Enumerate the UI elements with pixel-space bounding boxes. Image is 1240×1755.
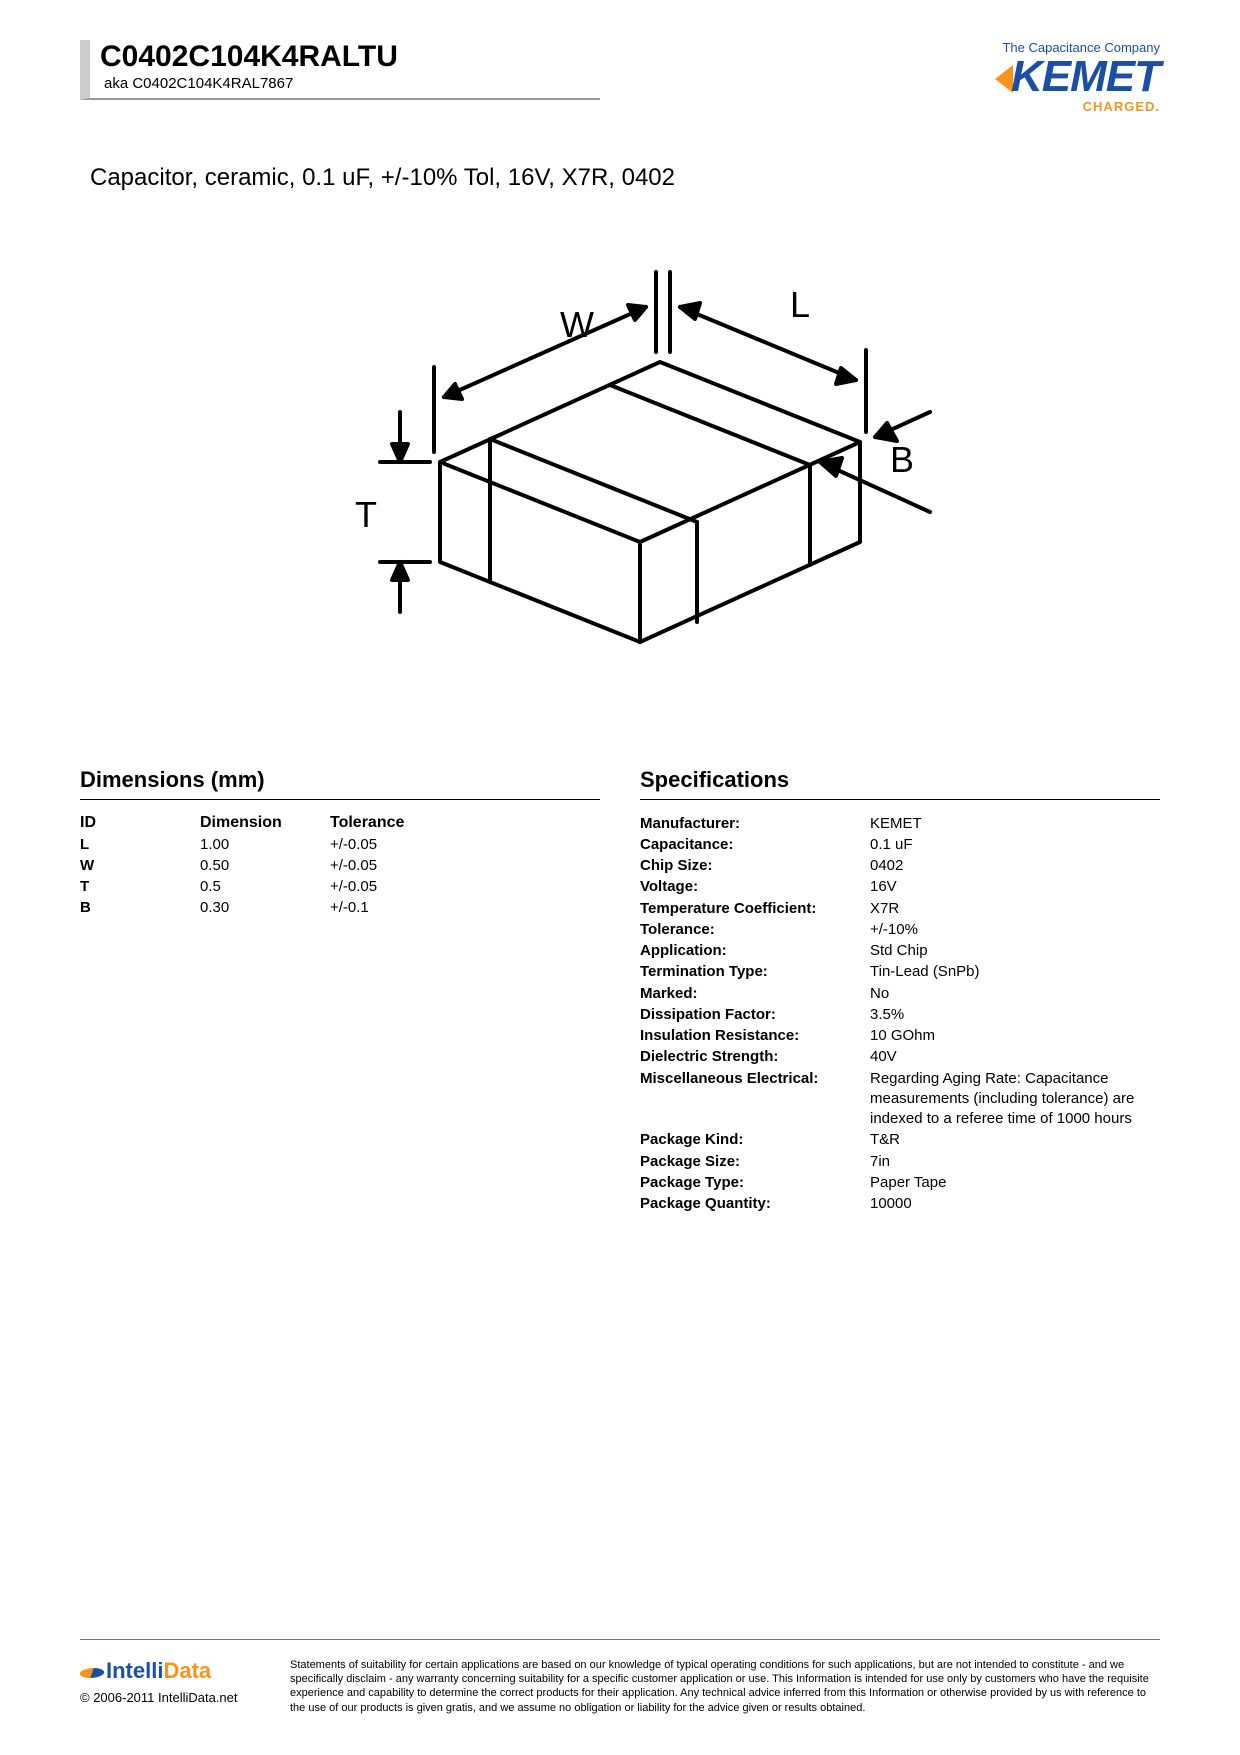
dim-col-tolerance: Tolerance [330,814,600,834]
specs-table: Manufacturer:KEMETCapacitance:0.1 uFChip… [640,814,1160,1216]
spec-value: KEMET [870,814,1160,835]
footer: IntelliData © 2006-2011 IntelliData.net … [80,1639,1160,1715]
spec-value: +/-10% [870,920,1160,941]
spec-value: Tin-Lead (SnPb) [870,962,1160,983]
table-row: Package Type:Paper Tape [640,1173,1160,1194]
spec-label: Tolerance: [640,920,870,941]
spec-label: Capacitance: [640,835,870,856]
spec-value: 3.5% [870,1005,1160,1026]
dim-tol: +/-0.05 [330,855,600,876]
intellidata-logo: IntelliData [80,1658,260,1684]
dim-value: 0.30 [200,897,330,918]
table-row: Application:Std Chip [640,941,1160,962]
spec-label: Manufacturer: [640,814,870,835]
table-row: Tolerance:+/-10% [640,920,1160,941]
copyright: © 2006-2011 IntelliData.net [80,1690,260,1705]
dimensions-title: Dimensions (mm) [80,767,600,800]
kemet-logo: The Capacitance Company KEMET CHARGED. [995,40,1160,114]
dim-id: B [80,897,200,918]
logo-text: KEMET [995,57,1160,97]
dim-label-t: T [355,494,377,535]
specs-title: Specifications [640,767,1160,800]
disclaimer-text: Statements of suitability for certain ap… [290,1658,1160,1715]
table-row: Temperature Coefficient:X7R [640,899,1160,920]
table-row: T0.5+/-0.05 [80,876,600,897]
footer-logo-block: IntelliData © 2006-2011 IntelliData.net [80,1658,260,1705]
dim-id: W [80,855,200,876]
spec-value: 10000 [870,1194,1160,1215]
spec-value: 40V [870,1047,1160,1068]
table-row: Chip Size:0402 [640,856,1160,877]
table-row: W0.50+/-0.05 [80,855,600,876]
spec-value: T&R [870,1130,1160,1151]
table-row: Package Kind:T&R [640,1130,1160,1151]
table-row: Capacitance:0.1 uF [640,835,1160,856]
dim-tol: +/-0.05 [330,834,600,855]
spec-label: Dielectric Strength: [640,1047,870,1068]
spec-value: Std Chip [870,941,1160,962]
spec-label: Package Size: [640,1152,870,1173]
table-row: L1.00+/-0.05 [80,834,600,855]
spec-value: No [870,984,1160,1005]
dim-tol: +/-0.05 [330,876,600,897]
table-row: Dielectric Strength:40V [640,1047,1160,1068]
dim-col-dimension: Dimension [200,814,330,834]
table-row: Package Size:7in [640,1152,1160,1173]
part-number: C0402C104K4RALTU [100,40,600,73]
header: C0402C104K4RALTU aka C0402C104K4RAL7867 … [80,40,1160,114]
spec-value: 10 GOhm [870,1026,1160,1047]
spec-label: Miscellaneous Electrical: [640,1069,870,1131]
dim-tol: +/-0.1 [330,897,600,918]
table-row: Miscellaneous Electrical:Regarding Aging… [640,1069,1160,1131]
dim-label-l: L [790,284,810,325]
spec-value: 16V [870,877,1160,898]
dim-value: 0.5 [200,876,330,897]
capacitor-drawing-icon: W L B T [300,222,940,702]
spec-label: Chip Size: [640,856,870,877]
spec-label: Dissipation Factor: [640,1005,870,1026]
swoosh-icon [78,1668,106,1678]
spec-label: Package Quantity: [640,1194,870,1215]
dimensions-table: ID Dimension Tolerance L1.00+/-0.05W0.50… [80,814,600,918]
table-row: Manufacturer:KEMET [640,814,1160,835]
dim-id: L [80,834,200,855]
dim-col-id: ID [80,814,200,834]
dim-value: 1.00 [200,834,330,855]
spec-value: X7R [870,899,1160,920]
dim-value: 0.50 [200,855,330,876]
spec-label: Voltage: [640,877,870,898]
dimensions-section: Dimensions (mm) ID Dimension Tolerance L… [80,767,600,1216]
spec-value: 0.1 uF [870,835,1160,856]
table-row: Dissipation Factor:3.5% [640,1005,1160,1026]
aka-text: aka C0402C104K4RAL7867 [100,75,600,92]
dim-label-w: W [560,304,594,345]
table-row: B0.30+/-0.1 [80,897,600,918]
table-row: Package Quantity:10000 [640,1194,1160,1215]
table-row: Marked:No [640,984,1160,1005]
spec-label: Package Kind: [640,1130,870,1151]
spec-value: 7in [870,1152,1160,1173]
table-row: Termination Type:Tin-Lead (SnPb) [640,962,1160,983]
dim-label-b: B [890,439,914,480]
spec-label: Application: [640,941,870,962]
spec-label: Package Type: [640,1173,870,1194]
spec-value: Paper Tape [870,1173,1160,1194]
dim-id: T [80,876,200,897]
spec-label: Marked: [640,984,870,1005]
spec-value: 0402 [870,856,1160,877]
spec-label: Insulation Resistance: [640,1026,870,1047]
table-row: Insulation Resistance:10 GOhm [640,1026,1160,1047]
table-row: Voltage:16V [640,877,1160,898]
spec-value: Regarding Aging Rate: Capacitance measur… [870,1069,1160,1131]
title-block: C0402C104K4RALTU aka C0402C104K4RAL7867 [80,40,600,100]
description: Capacitor, ceramic, 0.1 uF, +/-10% Tol, … [90,164,1160,192]
spec-label: Termination Type: [640,962,870,983]
spec-label: Temperature Coefficient: [640,899,870,920]
component-diagram: W L B T [300,222,940,707]
specs-section: Specifications Manufacturer:KEMETCapacit… [640,767,1160,1216]
